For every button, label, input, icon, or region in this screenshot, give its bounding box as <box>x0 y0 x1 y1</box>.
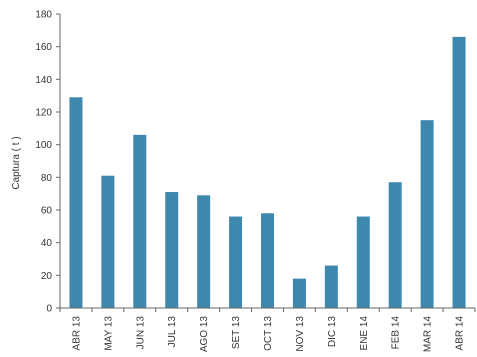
bar <box>356 216 370 308</box>
y-tick-label: 180 <box>35 10 52 21</box>
x-tick-label: JUL 13 <box>167 316 178 348</box>
bar <box>69 97 83 308</box>
bar <box>452 36 466 308</box>
y-tick-label: 20 <box>41 271 53 282</box>
x-tick-label: MAY 13 <box>103 316 114 351</box>
x-tick-label: MAR 14 <box>423 316 434 353</box>
x-tick-label: FEB 14 <box>391 316 402 350</box>
y-tick-label: 120 <box>35 108 52 119</box>
bar <box>388 182 402 308</box>
y-axis: 0 20 40 60 80 100 120 140 160 180 <box>35 10 61 315</box>
y-tick-label: 160 <box>35 42 52 53</box>
bar <box>292 278 306 308</box>
bar <box>420 120 434 309</box>
x-tick-label: AGO 13 <box>199 316 210 353</box>
y-tick-label: 80 <box>41 173 53 184</box>
bar <box>197 195 211 308</box>
y-tick-label: 140 <box>35 75 52 86</box>
x-tick-label: OCT 13 <box>263 316 274 351</box>
y-tick-label: 100 <box>35 140 52 151</box>
bar <box>324 265 338 308</box>
x-tick-label: JUN 13 <box>135 316 146 350</box>
y-tick-label: 60 <box>41 206 53 217</box>
bar <box>229 216 243 308</box>
bar <box>165 192 179 308</box>
bars <box>69 36 466 309</box>
x-tick-label: ENE 14 <box>359 316 370 351</box>
y-tick-label: 0 <box>46 304 52 315</box>
bar <box>101 175 115 308</box>
y-tick-label: 40 <box>41 238 53 249</box>
x-tick-label: NOV 13 <box>295 316 306 352</box>
y-axis-title: Captura ( t ) <box>11 136 22 189</box>
x-axis: ABR 13 MAY 13 JUN 13 JUL 13 AGO 13 SET 13 OCT … <box>59 307 476 353</box>
x-tick-label: SET 13 <box>231 316 242 350</box>
bar <box>133 134 147 308</box>
x-tick-label: DIC 13 <box>327 316 338 348</box>
x-tick-label: ABR 13 <box>71 316 82 351</box>
x-tick-label: ABR 14 <box>455 316 466 351</box>
bar <box>261 213 274 308</box>
